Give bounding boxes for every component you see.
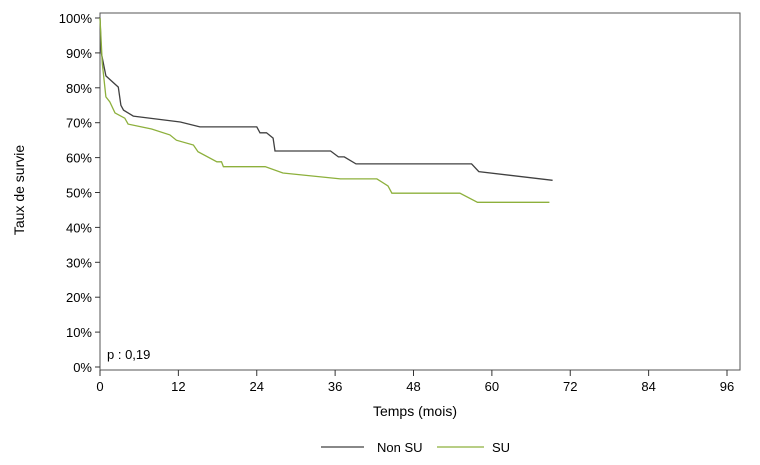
x-tick-label: 72: [563, 379, 577, 394]
x-tick-label: 36: [328, 379, 342, 394]
y-tick-label: 50%: [66, 186, 92, 201]
annotation-pvalue: p : 0,19: [107, 347, 150, 362]
legend: Non SU SU: [321, 440, 510, 455]
series-lines: [99, 17, 553, 203]
y-tick-label: 70%: [66, 116, 92, 131]
y-tick-label: 20%: [66, 290, 92, 305]
series-line-non-su: [99, 17, 553, 181]
y-tick-label: 80%: [66, 81, 92, 96]
y-tick-label: 40%: [66, 220, 92, 235]
x-tick-label: 24: [250, 379, 264, 394]
axes: [99, 12, 741, 371]
x-ticks: 0 12 24 36 48 60 72 84 96: [96, 370, 734, 394]
y-tick-label: 60%: [66, 151, 92, 166]
series-line-su: [99, 17, 550, 203]
y-tick-label: 90%: [66, 46, 92, 61]
x-axis-label: Temps (mois): [373, 403, 457, 419]
y-tick-label: 10%: [66, 325, 92, 340]
y-tick-label: 30%: [66, 255, 92, 270]
y-ticks: 0% 10% 20% 30% 40% 50% 60% 70% 80% 90% 100%: [59, 11, 100, 375]
x-tick-label: 60: [485, 379, 499, 394]
y-tick-label: 100%: [59, 11, 93, 26]
x-tick-label: 84: [641, 379, 655, 394]
x-tick-label: 48: [406, 379, 420, 394]
x-tick-label: 12: [171, 379, 185, 394]
x-tick-label: 0: [96, 379, 103, 394]
plot-frame: [99, 12, 741, 371]
y-axis-label: Taux de survie: [11, 145, 27, 235]
x-tick-label: 96: [720, 379, 734, 394]
legend-label: SU: [492, 440, 510, 455]
legend-label: Non SU: [377, 440, 423, 455]
y-tick-label: 0%: [73, 360, 92, 375]
